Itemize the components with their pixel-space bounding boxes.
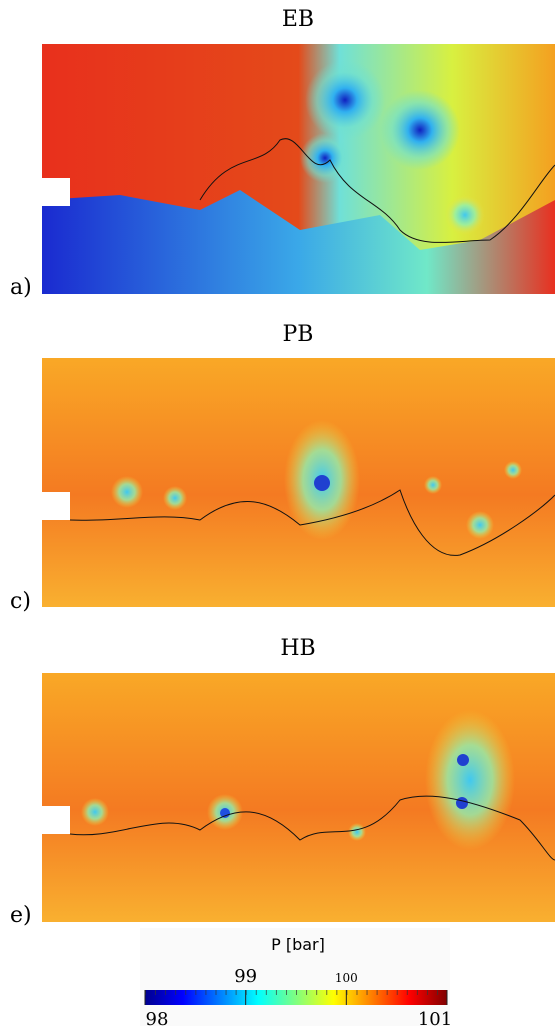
panel-title: EB xyxy=(282,7,314,32)
panel-eb xyxy=(42,44,555,294)
panel-label: e) xyxy=(10,903,32,928)
panel-label: c) xyxy=(10,589,31,614)
minor-ticks xyxy=(145,990,447,995)
colorbar-tick-label: 98 xyxy=(146,1009,169,1030)
inlet xyxy=(42,806,70,834)
field-lower xyxy=(42,190,555,294)
colorbar-tick-label: 100 xyxy=(335,971,358,985)
panel-hb xyxy=(42,673,555,922)
panel-pb xyxy=(42,358,555,607)
colorbar-tick-label: 99 xyxy=(234,966,257,987)
colorbar-tick-label: 101 xyxy=(418,1009,452,1030)
panel-title: PB xyxy=(283,322,314,347)
vortex xyxy=(380,90,460,170)
inlet xyxy=(42,492,70,520)
colorbar: P [bar] xyxy=(140,928,450,1026)
colorbar-title: P [bar] xyxy=(271,935,325,954)
vortex xyxy=(445,195,485,235)
vortex xyxy=(300,133,350,183)
colorbar-box xyxy=(140,928,450,1026)
vortex xyxy=(305,60,385,140)
inlet xyxy=(42,178,70,206)
panel-label: a) xyxy=(10,275,32,300)
panel-title: HB xyxy=(280,636,315,661)
